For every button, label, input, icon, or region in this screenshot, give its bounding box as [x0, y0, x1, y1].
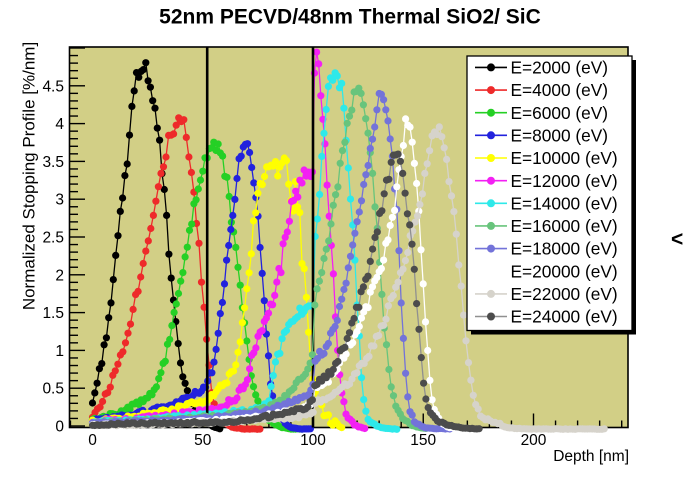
svg-text:50: 50 [194, 432, 212, 449]
svg-text:E=4000 (eV): E=4000 (eV) [511, 80, 609, 100]
svg-text:0.5: 0.5 [42, 381, 64, 398]
svg-text:3.5: 3.5 [42, 154, 64, 171]
svg-text:<: < [671, 228, 683, 251]
svg-text:2.5: 2.5 [42, 230, 64, 247]
svg-text:52nm PECVD/48nm Thermal SiO2/: 52nm PECVD/48nm Thermal SiO2/ SiC [159, 6, 541, 29]
svg-text:0: 0 [55, 419, 64, 436]
svg-text:Normalized Stopping Profile [%: Normalized Stopping Profile [%/nm] [20, 42, 39, 310]
svg-text:Depth [nm]: Depth [nm] [553, 448, 629, 465]
svg-text:E=16000 (eV): E=16000 (eV) [511, 216, 618, 236]
svg-text:200: 200 [521, 432, 547, 449]
svg-text:150: 150 [410, 432, 436, 449]
svg-text:E=24000 (eV): E=24000 (eV) [511, 307, 618, 327]
svg-text:E=6000 (eV): E=6000 (eV) [511, 103, 609, 123]
svg-text:2: 2 [55, 267, 64, 284]
svg-text:E=22000 (eV): E=22000 (eV) [511, 284, 618, 304]
svg-text:4: 4 [55, 116, 64, 133]
svg-text:4.5: 4.5 [42, 78, 64, 95]
svg-text:E=12000 (eV): E=12000 (eV) [511, 171, 618, 191]
svg-text:E=8000 (eV): E=8000 (eV) [511, 125, 609, 145]
svg-text:E=2000 (eV): E=2000 (eV) [511, 58, 609, 78]
svg-text:E=18000 (eV): E=18000 (eV) [511, 239, 618, 259]
svg-text:E=10000 (eV): E=10000 (eV) [511, 148, 618, 168]
svg-text:1.5: 1.5 [42, 305, 64, 322]
svg-text:E=14000 (eV): E=14000 (eV) [511, 193, 618, 213]
svg-text:1: 1 [55, 343, 64, 360]
svg-text:0: 0 [88, 432, 97, 449]
svg-text:E=20000 (eV): E=20000 (eV) [511, 261, 618, 281]
svg-text:100: 100 [300, 432, 326, 449]
svg-text:3: 3 [55, 192, 64, 209]
